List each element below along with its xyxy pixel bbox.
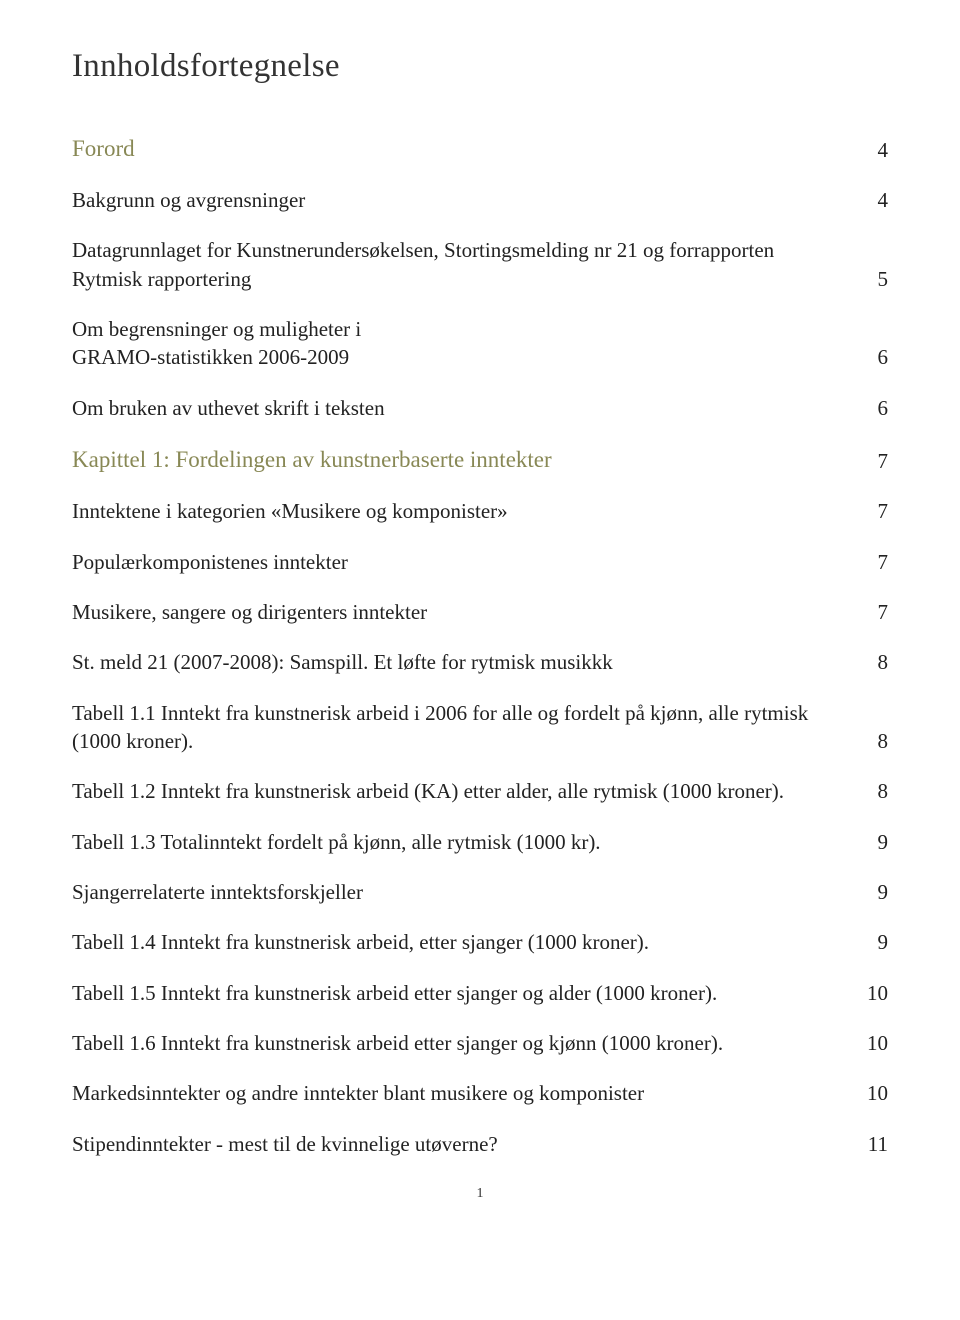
toc-entry: St. meld 21 (2007-2008): Samspill. Et lø… — [72, 648, 888, 676]
toc-entry-label: Sjangerrelaterte inntektsforskjeller — [72, 878, 860, 906]
toc-entry-label: Tabell 1.6 Inntekt fra kunstnerisk arbei… — [72, 1029, 860, 1057]
table-of-contents: Forord4Bakgrunn og avgrensninger4Datagru… — [72, 133, 888, 1158]
toc-entry-line: Datagrunnlaget for Kunstnerundersøkelsen… — [72, 236, 888, 264]
toc-entry: Tabell 1.3 Totalinntekt fordelt på kjønn… — [72, 828, 888, 856]
toc-entry-page: 9 — [860, 878, 888, 906]
toc-entry-page: 6 — [860, 343, 888, 371]
toc-entry-page: 4 — [860, 136, 888, 164]
toc-entry: Tabell 1.5 Inntekt fra kunstnerisk arbei… — [72, 979, 888, 1007]
document-page: Innholdsfortegnelse Forord4Bakgrunn og a… — [0, 0, 960, 1242]
toc-entry-label: Populærkomponistenes inntekter — [72, 548, 860, 576]
toc-entry-label: Tabell 1.5 Inntekt fra kunstnerisk arbei… — [72, 979, 860, 1007]
toc-entry-label: Rytmisk rapportering — [72, 265, 860, 293]
toc-entry-page: 7 — [860, 598, 888, 626]
toc-entry-page: 10 — [860, 979, 888, 1007]
toc-entry-page: 8 — [860, 648, 888, 676]
toc-entry-line: Om begrensninger og muligheter i — [72, 315, 888, 343]
toc-entry-page: 4 — [860, 186, 888, 214]
toc-section-heading: Kapittel 1: Fordelingen av kunstnerbaser… — [72, 444, 860, 475]
toc-entry-label: Tabell 1.3 Totalinntekt fordelt på kjønn… — [72, 828, 860, 856]
page-number-footer: 1 — [72, 1186, 888, 1202]
toc-entry-label: Stipendinntekter - mest til de kvinnelig… — [72, 1130, 860, 1158]
toc-entry-label: Markedsinntekter og andre inntekter blan… — [72, 1079, 860, 1107]
toc-entry-page: 10 — [860, 1079, 888, 1107]
toc-entry: Om bruken av uthevet skrift i teksten6 — [72, 394, 888, 422]
toc-entry-page: 11 — [860, 1130, 888, 1158]
toc-entry-page: 9 — [860, 828, 888, 856]
toc-entry-label: (1000 kroner). — [72, 727, 860, 755]
toc-section-heading: Forord — [72, 133, 860, 164]
toc-entry-page: 7 — [860, 548, 888, 576]
toc-entry: Musikere, sangere og dirigenters inntekt… — [72, 598, 888, 626]
toc-entry: Tabell 1.2 Inntekt fra kunstnerisk arbei… — [72, 777, 888, 805]
toc-entry: Tabell 1.6 Inntekt fra kunstnerisk arbei… — [72, 1029, 888, 1057]
toc-entry-label: Musikere, sangere og dirigenters inntekt… — [72, 598, 860, 626]
toc-entry: Kapittel 1: Fordelingen av kunstnerbaser… — [72, 444, 888, 475]
toc-entry: Markedsinntekter og andre inntekter blan… — [72, 1079, 888, 1107]
toc-entry-page: 10 — [860, 1029, 888, 1057]
toc-entry-page: 6 — [860, 394, 888, 422]
page-title: Innholdsfortegnelse — [72, 48, 888, 85]
toc-entry: Stipendinntekter - mest til de kvinnelig… — [72, 1130, 888, 1158]
toc-entry-page: 8 — [860, 777, 888, 805]
toc-entry: Datagrunnlaget for Kunstnerundersøkelsen… — [72, 236, 888, 293]
toc-entry: Forord4 — [72, 133, 888, 164]
toc-entry-page: 5 — [860, 265, 888, 293]
toc-entry-label: GRAMO-statistikken 2006-2009 — [72, 343, 860, 371]
toc-entry-label: Tabell 1.2 Inntekt fra kunstnerisk arbei… — [72, 777, 860, 805]
toc-entry: Sjangerrelaterte inntektsforskjeller9 — [72, 878, 888, 906]
toc-entry-page: 7 — [860, 447, 888, 475]
toc-entry: Inntektene i kategorien «Musikere og kom… — [72, 497, 888, 525]
toc-entry-page: 8 — [860, 727, 888, 755]
toc-entry-page: 7 — [860, 497, 888, 525]
toc-entry: Tabell 1.4 Inntekt fra kunstnerisk arbei… — [72, 928, 888, 956]
toc-entry-label: Om bruken av uthevet skrift i teksten — [72, 394, 860, 422]
toc-entry-label: Inntektene i kategorien «Musikere og kom… — [72, 497, 860, 525]
toc-entry-label: St. meld 21 (2007-2008): Samspill. Et lø… — [72, 648, 860, 676]
toc-entry-label: Tabell 1.4 Inntekt fra kunstnerisk arbei… — [72, 928, 860, 956]
toc-entry: Bakgrunn og avgrensninger4 — [72, 186, 888, 214]
toc-entry-line: Tabell 1.1 Inntekt fra kunstnerisk arbei… — [72, 699, 888, 727]
toc-entry-page: 9 — [860, 928, 888, 956]
toc-entry-label: Bakgrunn og avgrensninger — [72, 186, 860, 214]
toc-entry: Om begrensninger og muligheter iGRAMO-st… — [72, 315, 888, 372]
toc-entry: Tabell 1.1 Inntekt fra kunstnerisk arbei… — [72, 699, 888, 756]
toc-entry: Populærkomponistenes inntekter7 — [72, 548, 888, 576]
